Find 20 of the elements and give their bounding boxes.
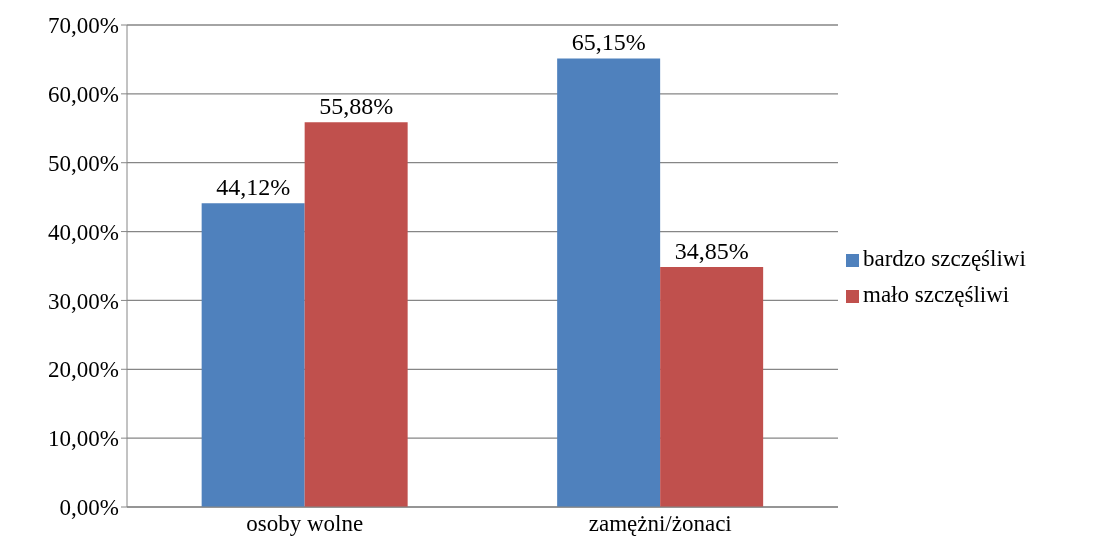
data-label: 34,85% [674,238,749,265]
y-tick-label: 10,00% [48,426,119,452]
y-tick-label: 50,00% [48,150,119,176]
bar [304,122,408,507]
data-label: 44,12% [216,174,291,201]
x-tick-label: osoby wolne [246,511,364,537]
y-tick-label: 40,00% [48,219,119,245]
data-label: 55,88% [319,93,394,120]
legend-label: bardzo szczęśliwi [863,246,1026,271]
y-tick-label: 30,00% [48,288,119,314]
bar [660,267,764,507]
legend-label: mało szczęśliwi [863,282,1010,307]
x-tick-label: zamężni/żonaci [588,511,732,537]
y-tick-label: 70,00% [48,13,119,39]
data-label: 65,15% [571,29,646,56]
bar [201,203,305,507]
bar [557,58,661,507]
y-tick-label: 20,00% [48,357,119,383]
y-tick-label: 0,00% [59,495,119,521]
y-tick-label: 60,00% [48,82,119,108]
